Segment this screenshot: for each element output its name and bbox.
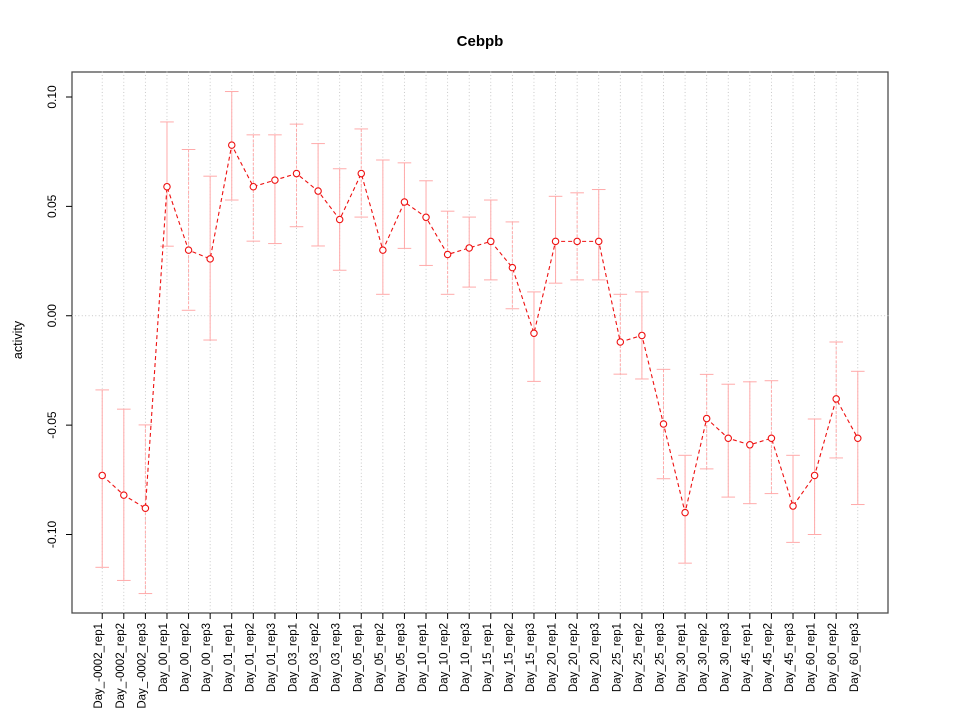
svg-text:Day_45_rep1: Day_45_rep1	[741, 623, 753, 692]
svg-text:Day_03_rep3: Day_03_rep3	[331, 623, 343, 692]
svg-text:Day_01_rep1: Day_01_rep1	[223, 623, 235, 692]
svg-text:Day_20_rep2: Day_20_rep2	[568, 623, 580, 692]
svg-text:Day_01_rep3: Day_01_rep3	[266, 623, 278, 692]
svg-text:Day_45_rep3: Day_45_rep3	[784, 623, 796, 692]
svg-text:Day_-0002_rep3: Day_-0002_rep3	[136, 623, 148, 709]
svg-text:Day_05_rep3: Day_05_rep3	[395, 623, 407, 692]
svg-text:-0.10: -0.10	[45, 521, 59, 549]
svg-text:Day_-0002_rep2: Day_-0002_rep2	[115, 623, 127, 709]
svg-text:Day_20_rep3: Day_20_rep3	[590, 623, 602, 692]
svg-text:Day_-0002_rep1: Day_-0002_rep1	[93, 623, 105, 709]
svg-text:Cebpb: Cebpb	[457, 33, 504, 50]
svg-text:0.05: 0.05	[45, 194, 59, 218]
svg-text:Day_60_rep3: Day_60_rep3	[849, 623, 861, 692]
svg-text:Day_05_rep2: Day_05_rep2	[374, 623, 386, 692]
svg-text:Day_25_rep3: Day_25_rep3	[654, 623, 666, 692]
svg-text:Day_60_rep1: Day_60_rep1	[806, 623, 818, 692]
svg-text:Day_30_rep1: Day_30_rep1	[676, 623, 688, 692]
svg-text:Day_05_rep1: Day_05_rep1	[352, 623, 364, 692]
svg-text:0.00: 0.00	[45, 304, 59, 328]
svg-text:Day_10_rep2: Day_10_rep2	[439, 623, 451, 692]
svg-text:Day_15_rep1: Day_15_rep1	[482, 623, 494, 692]
svg-text:Day_00_rep2: Day_00_rep2	[180, 623, 192, 692]
svg-text:activity: activity	[11, 320, 25, 359]
svg-text:Day_15_rep2: Day_15_rep2	[503, 623, 515, 692]
svg-text:Day_25_rep2: Day_25_rep2	[633, 623, 645, 692]
svg-text:Day_00_rep1: Day_00_rep1	[158, 623, 170, 692]
svg-text:Day_20_rep1: Day_20_rep1	[547, 623, 559, 692]
svg-text:Day_15_rep3: Day_15_rep3	[525, 623, 537, 692]
svg-text:Day_30_rep2: Day_30_rep2	[698, 623, 710, 692]
svg-text:Day_01_rep2: Day_01_rep2	[244, 623, 256, 692]
svg-text:-0.05: -0.05	[45, 411, 59, 439]
svg-text:0.10: 0.10	[45, 85, 59, 109]
svg-text:Day_00_rep3: Day_00_rep3	[201, 623, 213, 692]
svg-text:Day_30_rep3: Day_30_rep3	[719, 623, 731, 692]
svg-text:Day_03_rep1: Day_03_rep1	[288, 623, 300, 692]
svg-text:Day_10_rep1: Day_10_rep1	[417, 623, 429, 692]
svg-text:Day_60_rep2: Day_60_rep2	[827, 623, 839, 692]
svg-text:Day_03_rep2: Day_03_rep2	[309, 623, 321, 692]
svg-text:Day_10_rep3: Day_10_rep3	[460, 623, 472, 692]
svg-text:Day_45_rep2: Day_45_rep2	[762, 623, 774, 692]
svg-text:Day_25_rep1: Day_25_rep1	[611, 623, 623, 692]
